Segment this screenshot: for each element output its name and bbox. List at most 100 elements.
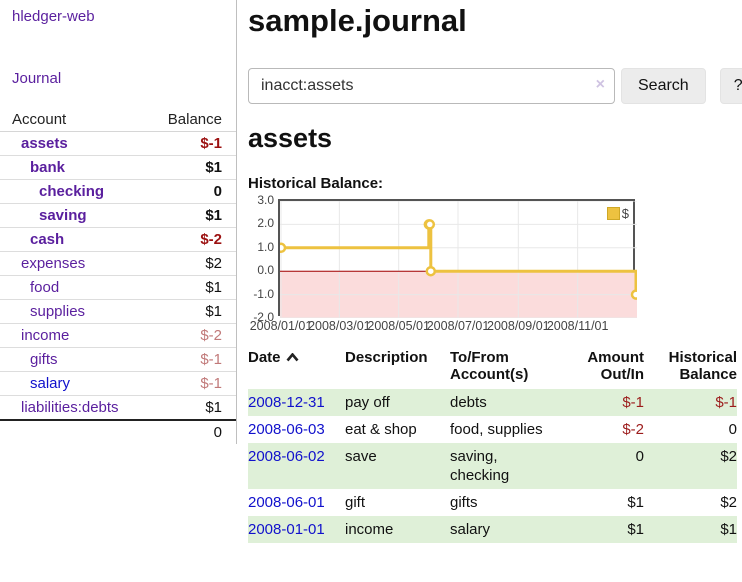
legend-swatch-icon <box>606 207 620 220</box>
transactions-header-row: Date Description To/From Account(s) Amou… <box>248 347 737 389</box>
account-row: assets $-1 <box>0 131 236 156</box>
account-link[interactable]: income <box>21 327 70 344</box>
account-row: salary $-1 <box>0 371 236 396</box>
transaction-row: 2008-06-02 save saving, checking 0 $2 <box>248 443 737 489</box>
y-tick-label: 1.0 <box>257 239 274 254</box>
app-root: hledger-web Journal Account Balance asse… <box>0 0 742 543</box>
transaction-date-link[interactable]: 2008-12-31 <box>248 394 325 411</box>
transaction-amount: $1 <box>627 494 644 511</box>
account-balance: $1 <box>149 395 236 421</box>
transaction-description: income <box>345 521 394 538</box>
transaction-row: 2008-01-01 income salary $1 $1 <box>248 516 737 543</box>
account-row: supplies $1 <box>0 299 236 324</box>
account-balance: $-2 <box>149 323 236 348</box>
account-heading: assets <box>248 123 333 153</box>
accounts-column-header: To/From Account(s) <box>450 349 529 383</box>
search-form: × Search ? <box>248 68 742 104</box>
transaction-date-link[interactable]: 2008-01-01 <box>248 521 325 538</box>
transaction-accounts: debts <box>450 394 487 411</box>
historical-balance-chart: 3.0 2.0 1.0 0.0 -1.0 -2.0 $ 2008/01/01 2008/03… <box>248 193 742 334</box>
transaction-amount: 0 <box>635 448 644 465</box>
balance-column-header: Balance <box>149 108 236 132</box>
account-balance: $-1 <box>149 371 236 396</box>
account-row: cash $-2 <box>0 227 236 252</box>
transaction-date-link[interactable]: 2008-06-02 <box>248 448 325 465</box>
main-content: sample.journal × Search ? assets Histori… <box>237 0 742 543</box>
app-title-link[interactable]: hledger-web <box>12 8 95 25</box>
account-row: bank $1 <box>0 155 236 180</box>
transaction-date-link[interactable]: 2008-06-03 <box>248 421 325 438</box>
account-balance: $1 <box>149 275 236 300</box>
transaction-balance: $2 <box>720 494 737 511</box>
transaction-amount: $-2 <box>622 421 644 438</box>
account-link[interactable]: checking <box>39 183 105 200</box>
account-balance: $2 <box>149 251 236 276</box>
account-link[interactable]: assets <box>21 135 68 152</box>
search-input-wrap: × <box>248 68 615 104</box>
y-axis-labels: 3.0 2.0 1.0 0.0 -1.0 -2.0 <box>248 193 278 324</box>
transaction-row: 2008-12-31 pay off debts $-1 $-1 <box>248 389 737 416</box>
nav-journal-link[interactable]: Journal <box>12 70 62 87</box>
account-row: food $1 <box>0 275 236 300</box>
transaction-balance: $1 <box>720 521 737 538</box>
transaction-row: 2008-06-03 eat & shop food, supplies $-2… <box>248 416 737 443</box>
transaction-description: pay off <box>345 394 390 411</box>
accounts-total-row: 0 <box>0 419 236 444</box>
help-button[interactable]: ? <box>719 68 742 104</box>
accounts-total-value: 0 <box>149 419 236 444</box>
account-link[interactable]: cash <box>30 231 65 248</box>
account-balance: $-1 <box>149 131 236 156</box>
sidebar: hledger-web Journal Account Balance asse… <box>0 0 237 444</box>
x-tick-label: 2008/01/01 <box>249 319 313 333</box>
chart-legend: $ <box>606 206 629 221</box>
account-balance: $1 <box>149 203 236 228</box>
x-axis-labels: 2008/01/01 2008/03/01 2008/05/01 2008/07/01… <box>250 316 637 334</box>
clear-search-icon[interactable]: × <box>595 76 605 93</box>
account-link[interactable]: expenses <box>21 255 86 272</box>
transaction-accounts: salary <box>450 521 491 538</box>
account-link[interactable]: food <box>30 279 60 296</box>
transaction-description: eat & shop <box>345 421 417 438</box>
transaction-balance: $2 <box>720 448 737 465</box>
transaction-amount: $1 <box>627 521 644 538</box>
account-row: expenses $2 <box>0 251 236 276</box>
account-balance: $-2 <box>149 227 236 252</box>
account-link[interactable]: gifts <box>30 351 58 368</box>
brand: hledger-web <box>0 8 236 25</box>
search-input[interactable] <box>248 68 615 104</box>
page-title: sample.journal <box>248 3 467 38</box>
account-balance: $1 <box>149 155 236 180</box>
account-row: liabilities:debts $1 <box>0 395 236 421</box>
date-column-header[interactable]: Date <box>248 347 345 389</box>
x-tick-label: 2008/03/01 <box>308 319 371 333</box>
y-tick-label: -1.0 <box>253 286 274 301</box>
search-button[interactable]: Search <box>621 68 706 104</box>
chart-title: Historical Balance: <box>248 175 384 192</box>
account-row: income $-2 <box>0 323 236 348</box>
transaction-date-link[interactable]: 2008-06-01 <box>248 494 325 511</box>
account-balance: $-1 <box>149 347 236 372</box>
accounts-table: Account Balance assets $-1 bank $1 check… <box>0 108 236 444</box>
account-link[interactable]: bank <box>30 159 66 176</box>
transaction-balance: 0 <box>728 421 737 438</box>
amount-column-header: Amount Out/In <box>587 349 644 383</box>
account-link[interactable]: supplies <box>30 303 86 320</box>
account-link[interactable]: liabilities:debts <box>21 399 119 416</box>
chart-canvas <box>280 201 637 318</box>
x-tick-label: 2008/07/01 <box>426 319 490 333</box>
account-balance: $1 <box>149 299 236 324</box>
transactions-table: Date Description To/From Account(s) Amou… <box>248 347 737 543</box>
account-row: checking 0 <box>0 179 236 204</box>
transaction-row: 2008-06-01 gift gifts $1 $2 <box>248 489 737 516</box>
description-column-header: Description <box>345 349 428 366</box>
transaction-description: save <box>345 448 377 465</box>
sort-ascending-icon <box>286 353 299 362</box>
transaction-accounts: food, supplies <box>450 421 543 438</box>
account-column-header: Account <box>0 108 150 132</box>
account-row: saving $1 <box>0 203 236 228</box>
account-link[interactable]: saving <box>39 207 87 224</box>
transaction-description: gift <box>345 494 366 511</box>
account-link[interactable]: salary <box>30 375 71 392</box>
balance-column-header-main: Historical Balance <box>668 349 737 383</box>
transaction-balance: $-1 <box>715 394 737 411</box>
